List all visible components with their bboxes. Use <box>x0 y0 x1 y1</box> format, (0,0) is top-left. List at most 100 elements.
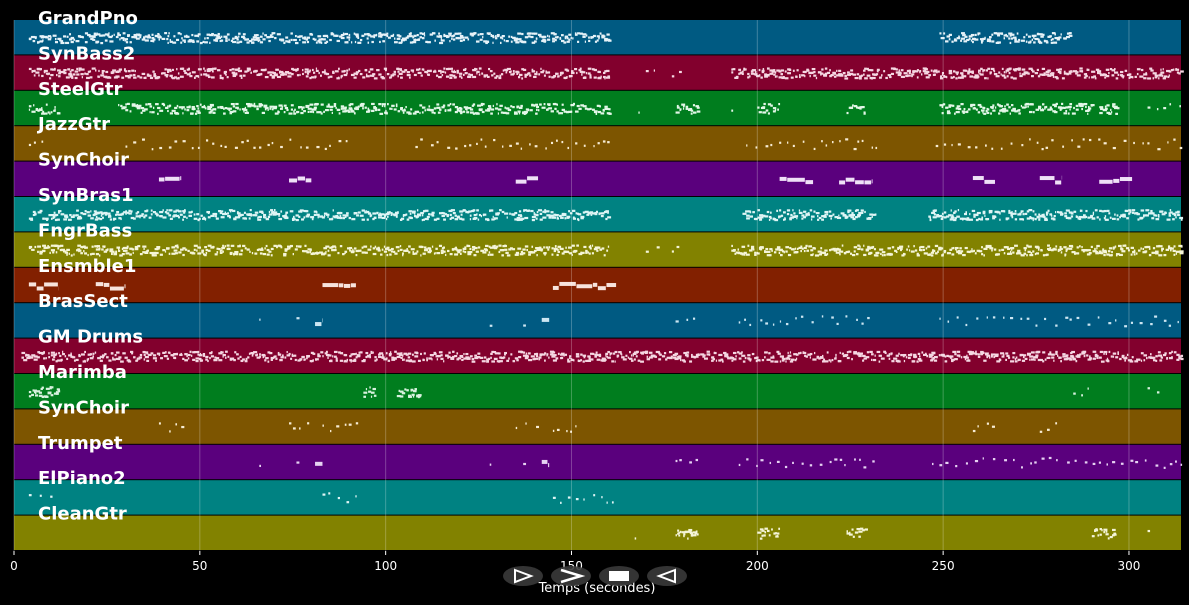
note <box>860 74 863 77</box>
note <box>445 75 450 78</box>
note <box>396 67 400 70</box>
note <box>862 354 866 358</box>
note <box>344 106 347 109</box>
note <box>344 214 349 217</box>
note <box>768 218 771 221</box>
note <box>1041 213 1044 217</box>
note <box>357 249 361 252</box>
note <box>1104 76 1107 79</box>
note <box>203 67 205 70</box>
note <box>211 109 214 112</box>
note <box>490 356 492 359</box>
note <box>1157 351 1161 354</box>
track-notes <box>28 67 1184 80</box>
note <box>924 68 928 71</box>
note <box>205 358 208 361</box>
note <box>962 253 966 257</box>
note <box>197 252 202 255</box>
note <box>453 76 457 79</box>
note <box>720 358 724 361</box>
note <box>386 34 389 38</box>
note <box>50 351 55 354</box>
note <box>143 247 145 251</box>
note <box>429 247 432 251</box>
note <box>678 355 682 358</box>
note <box>523 110 528 114</box>
note <box>274 106 277 109</box>
note <box>329 246 333 249</box>
note <box>169 74 173 77</box>
note <box>361 34 365 37</box>
note <box>111 250 115 253</box>
note <box>591 212 596 215</box>
note <box>485 109 490 112</box>
note <box>340 36 345 40</box>
note <box>329 105 334 108</box>
note <box>89 253 92 256</box>
note <box>971 209 976 213</box>
note <box>1167 141 1169 144</box>
note <box>828 210 832 213</box>
note <box>505 251 509 254</box>
note <box>268 250 272 253</box>
note <box>680 358 682 362</box>
note <box>43 357 46 360</box>
note <box>201 251 204 254</box>
note <box>1086 68 1090 71</box>
note <box>191 210 193 213</box>
note <box>141 109 146 112</box>
note <box>529 74 532 77</box>
note <box>316 145 320 149</box>
note <box>1146 245 1151 249</box>
note <box>1112 146 1116 150</box>
note <box>237 67 241 70</box>
note <box>1084 249 1089 252</box>
note <box>1176 358 1180 361</box>
note <box>257 216 259 219</box>
note <box>961 73 964 76</box>
note <box>459 252 462 255</box>
note <box>471 358 475 361</box>
note <box>303 358 305 361</box>
note <box>476 72 478 75</box>
note <box>509 212 511 215</box>
note <box>695 355 699 358</box>
note <box>159 146 163 150</box>
note <box>1145 209 1150 212</box>
note <box>588 39 591 43</box>
note <box>171 77 176 80</box>
note <box>1044 218 1048 221</box>
note <box>1045 70 1050 73</box>
note <box>737 252 741 255</box>
note <box>1130 253 1133 256</box>
note <box>412 395 415 398</box>
note <box>1154 315 1158 318</box>
note <box>1049 247 1052 250</box>
note <box>829 249 832 252</box>
note <box>941 354 944 357</box>
note <box>614 360 616 363</box>
note <box>900 353 903 357</box>
note <box>1168 74 1170 77</box>
note <box>857 244 860 247</box>
note <box>1136 72 1139 76</box>
note <box>544 359 546 362</box>
note <box>1150 69 1154 72</box>
note <box>408 76 411 79</box>
note <box>544 211 547 214</box>
note <box>168 32 170 35</box>
note <box>436 103 440 106</box>
note <box>1083 354 1086 358</box>
note <box>115 213 117 216</box>
note <box>267 108 269 111</box>
note <box>1157 214 1160 217</box>
note <box>574 32 577 35</box>
note <box>1155 74 1159 77</box>
note <box>275 73 278 76</box>
note <box>381 103 386 106</box>
note <box>1030 351 1035 354</box>
note <box>408 395 412 398</box>
note <box>527 32 532 35</box>
note <box>97 357 101 360</box>
note <box>840 212 845 215</box>
